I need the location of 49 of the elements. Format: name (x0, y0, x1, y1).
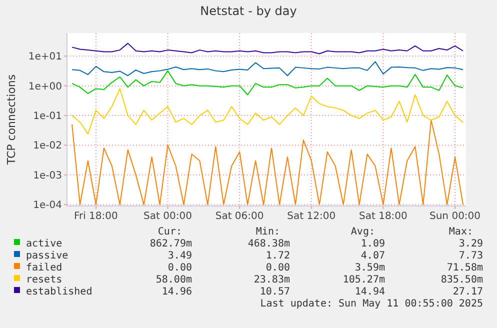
text: 10.57 (260, 286, 290, 298)
text: Max: (448, 226, 473, 238)
text: 105.27m (342, 274, 385, 286)
text: 0.00 (266, 262, 290, 274)
text: Last update: Sun May 11 00:55:00 2025 (260, 298, 483, 310)
line-series (71, 70, 464, 96)
y-tick-label: 1e+00 (28, 81, 62, 92)
line-series (71, 120, 464, 206)
text: 23.83m (254, 274, 290, 286)
legend-label: active (26, 238, 62, 250)
text: 58.00m (156, 274, 192, 286)
y-tick-label: 1e-01 (33, 111, 62, 122)
x-tick-label: Sat 18:00 (359, 211, 408, 222)
text: 0.00 (168, 262, 192, 274)
y-tick-label: 1e+01 (28, 52, 62, 63)
legend-label: established (26, 286, 92, 298)
text: 3.29 (458, 238, 483, 250)
y-axis-title: TCP connections (5, 74, 18, 166)
line-series (71, 88, 464, 134)
legend-label: failed (26, 262, 62, 274)
text: 14.96 (162, 286, 192, 298)
text: Avg: (350, 226, 375, 238)
x-tick-label: Fri 18:00 (74, 211, 118, 222)
x-tick-label: Sat 06:00 (215, 211, 264, 222)
legend-label: resets (26, 274, 62, 286)
text: 71.58m (446, 262, 483, 274)
line-series (71, 42, 464, 54)
line-series (71, 61, 464, 76)
text: 835.50m (440, 274, 483, 286)
text: 3.49 (168, 250, 192, 262)
y-tick-label: 1e-04 (33, 200, 62, 212)
text: 1.09 (360, 238, 385, 250)
text: 862.79m (150, 238, 192, 250)
text: 4.07 (360, 250, 385, 262)
text: 3.59m (354, 262, 385, 274)
y-tick-label: 1e-02 (33, 140, 62, 152)
text: 1.72 (266, 250, 290, 262)
text: 7.73 (458, 250, 483, 262)
legend-label: passive (26, 250, 68, 262)
chart-title: Netstat - by day (200, 4, 297, 18)
x-tick-label: Sat 00:00 (144, 211, 192, 222)
y-tick-label: 1e-03 (33, 170, 62, 182)
text: Min: (256, 226, 280, 238)
x-tick-label: Sat 12:00 (287, 211, 336, 222)
x-tick-label: Sun 00:00 (430, 211, 481, 222)
text: Cur: (158, 226, 182, 238)
text: 27.17 (452, 286, 483, 298)
text: 14.94 (354, 286, 385, 298)
text: 468.38m (248, 238, 290, 250)
